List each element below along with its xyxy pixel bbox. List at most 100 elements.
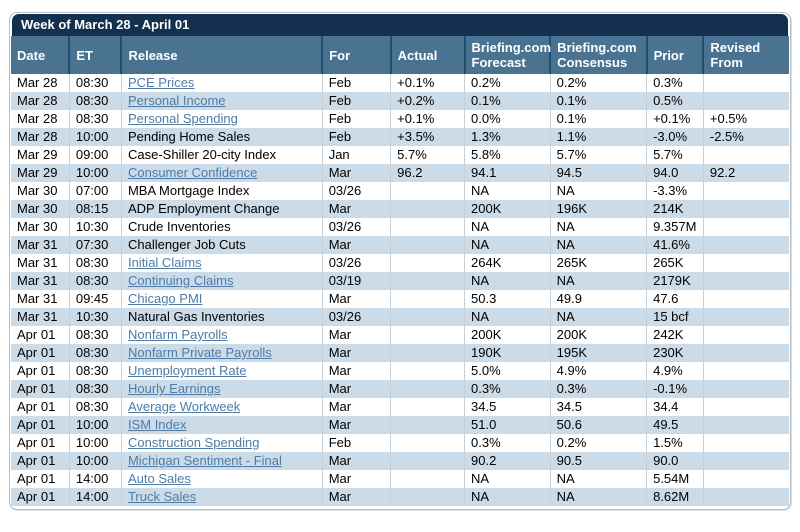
release-link[interactable]: Construction Spending <box>127 435 260 450</box>
cell-release: Nonfarm Payrolls <box>120 326 323 344</box>
release-link[interactable]: Initial Claims <box>127 255 202 270</box>
table-row: Mar 29 09:00 Case-Shiller 20-city Index Jan… <box>11 146 789 164</box>
cell-et: 08:30 <box>68 272 122 290</box>
cell-consensus: NA <box>549 308 647 326</box>
cell-actual <box>390 254 465 272</box>
cell-release: Hourly Earnings <box>120 380 323 398</box>
release-link[interactable]: Chicago PMI <box>127 291 203 306</box>
cell-consensus: NA <box>549 236 647 254</box>
release-link[interactable]: Continuing Claims <box>127 273 234 288</box>
cell-actual <box>390 200 465 218</box>
cell-date: Mar 28 <box>11 128 70 146</box>
cell-date: Mar 29 <box>11 146 70 164</box>
cell-date: Mar 28 <box>11 92 70 110</box>
cell-for: 03/26 <box>321 218 391 236</box>
release-link[interactable]: Truck Sales <box>127 489 197 504</box>
release-link[interactable]: Average Workweek <box>127 399 241 414</box>
cell-revised <box>702 218 789 236</box>
cell-date: Mar 30 <box>11 218 70 236</box>
cell-et: 08:15 <box>68 200 122 218</box>
cell-for: Feb <box>321 92 391 110</box>
table-row: Apr 01 08:30 Hourly Earnings Mar 0.3% 0.3% -0.… <box>11 380 789 398</box>
cell-for: Mar <box>321 488 391 506</box>
release-link[interactable]: Personal Income <box>127 93 226 108</box>
cell-prior: -3.0% <box>646 128 704 146</box>
cell-revised <box>702 92 789 110</box>
cell-revised <box>702 416 789 434</box>
cell-for: 03/26 <box>321 182 391 200</box>
economic-calendar: Week of March 28 - April 01 Date ET Releas… <box>9 12 791 510</box>
cell-for: Mar <box>321 398 391 416</box>
week-title-bar: Week of March 28 - April 01 <box>12 14 788 36</box>
cell-date: Apr 01 <box>11 380 70 398</box>
release-link[interactable]: ISM Index <box>127 417 187 432</box>
table-row: Apr 01 08:30 Unemployment Rate Mar 5.0% 4.9% 4… <box>11 362 789 380</box>
cell-prior: 41.6% <box>646 236 704 254</box>
cell-prior: 94.0 <box>646 164 704 182</box>
release-link[interactable]: Nonfarm Private Payrolls <box>127 345 272 360</box>
cell-release: Michigan Sentiment - Final <box>120 452 323 470</box>
cell-forecast: 34.5 <box>464 398 551 416</box>
cell-forecast: 264K <box>464 254 551 272</box>
cell-for: Mar <box>321 164 391 182</box>
cell-date: Mar 30 <box>11 182 70 200</box>
table-row: Apr 01 08:30 Nonfarm Payrolls Mar 200K 200K 24… <box>11 326 789 344</box>
cell-forecast: 1.3% <box>464 128 551 146</box>
cell-consensus: 0.2% <box>549 434 647 452</box>
cell-prior: 265K <box>646 254 704 272</box>
release-link[interactable]: Auto Sales <box>127 471 191 486</box>
cell-consensus: NA <box>549 218 647 236</box>
release-link[interactable]: Unemployment Rate <box>127 363 247 378</box>
cell-consensus: 195K <box>549 344 647 362</box>
cell-consensus: NA <box>549 182 647 200</box>
cell-revised: +0.5% <box>702 110 789 128</box>
cell-et: 08:30 <box>68 398 122 416</box>
cell-date: Mar 29 <box>11 164 70 182</box>
table-row: Apr 01 08:30 Nonfarm Private Payrolls Mar 19… <box>11 344 789 362</box>
table-row: Apr 01 10:00 Michigan Sentiment - Final Mar… <box>11 452 789 470</box>
release-link[interactable]: Consumer Confidence <box>127 165 258 180</box>
cell-date: Apr 01 <box>11 416 70 434</box>
column-header-row: Date ET Release For Actual Briefing.com Forec… <box>11 36 789 74</box>
cell-consensus: 90.5 <box>549 452 647 470</box>
cell-et: 08:30 <box>68 380 122 398</box>
cell-revised <box>702 398 789 416</box>
cell-for: 03/26 <box>321 308 391 326</box>
cell-et: 10:00 <box>68 434 122 452</box>
cell-revised <box>702 488 789 506</box>
release-link[interactable]: Nonfarm Payrolls <box>127 327 228 342</box>
cell-for: 03/26 <box>321 254 391 272</box>
cell-release: Personal Spending <box>120 110 323 128</box>
cell-prior: 4.9% <box>646 362 704 380</box>
cell-prior: 0.5% <box>646 92 704 110</box>
cell-forecast: 50.3 <box>464 290 551 308</box>
col-header-prior: Prior <box>645 36 704 74</box>
table-row: Mar 31 10:30 Natural Gas Inventories 03/26 N… <box>11 308 789 326</box>
cell-consensus: 0.1% <box>549 92 647 110</box>
cell-forecast: 0.1% <box>464 92 551 110</box>
cell-release: Auto Sales <box>120 470 323 488</box>
release-link[interactable]: Hourly Earnings <box>127 381 221 396</box>
cell-actual <box>390 182 465 200</box>
col-header-et: ET <box>68 36 122 74</box>
cell-et: 10:00 <box>68 164 122 182</box>
release-link[interactable]: Michigan Sentiment - Final <box>127 453 282 468</box>
cell-prior: 1.5% <box>646 434 704 452</box>
cell-et: 08:30 <box>68 344 122 362</box>
release-link[interactable]: PCE Prices <box>127 75 195 90</box>
cell-actual <box>390 488 465 506</box>
release-link[interactable]: Personal Spending <box>127 111 238 126</box>
col-header-forecast: Briefing.com Forecast <box>463 36 551 74</box>
calendar-table: Date ET Release For Actual Briefing.com Forec… <box>11 36 789 506</box>
cell-consensus: 94.5 <box>549 164 647 182</box>
cell-revised <box>702 344 789 362</box>
cell-for: Mar <box>321 452 391 470</box>
table-row: Mar 28 08:30 Personal Income Feb +0.2% 0.1% 0.… <box>11 92 789 110</box>
cell-prior: +0.1% <box>646 110 704 128</box>
cell-for: Mar <box>321 326 391 344</box>
table-row: Apr 01 10:00 ISM Index Mar 51.0 50.6 49.5 <box>11 416 789 434</box>
cell-consensus: NA <box>549 470 647 488</box>
cell-release: Unemployment Rate <box>120 362 323 380</box>
table-row: Apr 01 14:00 Auto Sales Mar NA NA 5.54M <box>11 470 789 488</box>
cell-et: 08:30 <box>68 92 122 110</box>
